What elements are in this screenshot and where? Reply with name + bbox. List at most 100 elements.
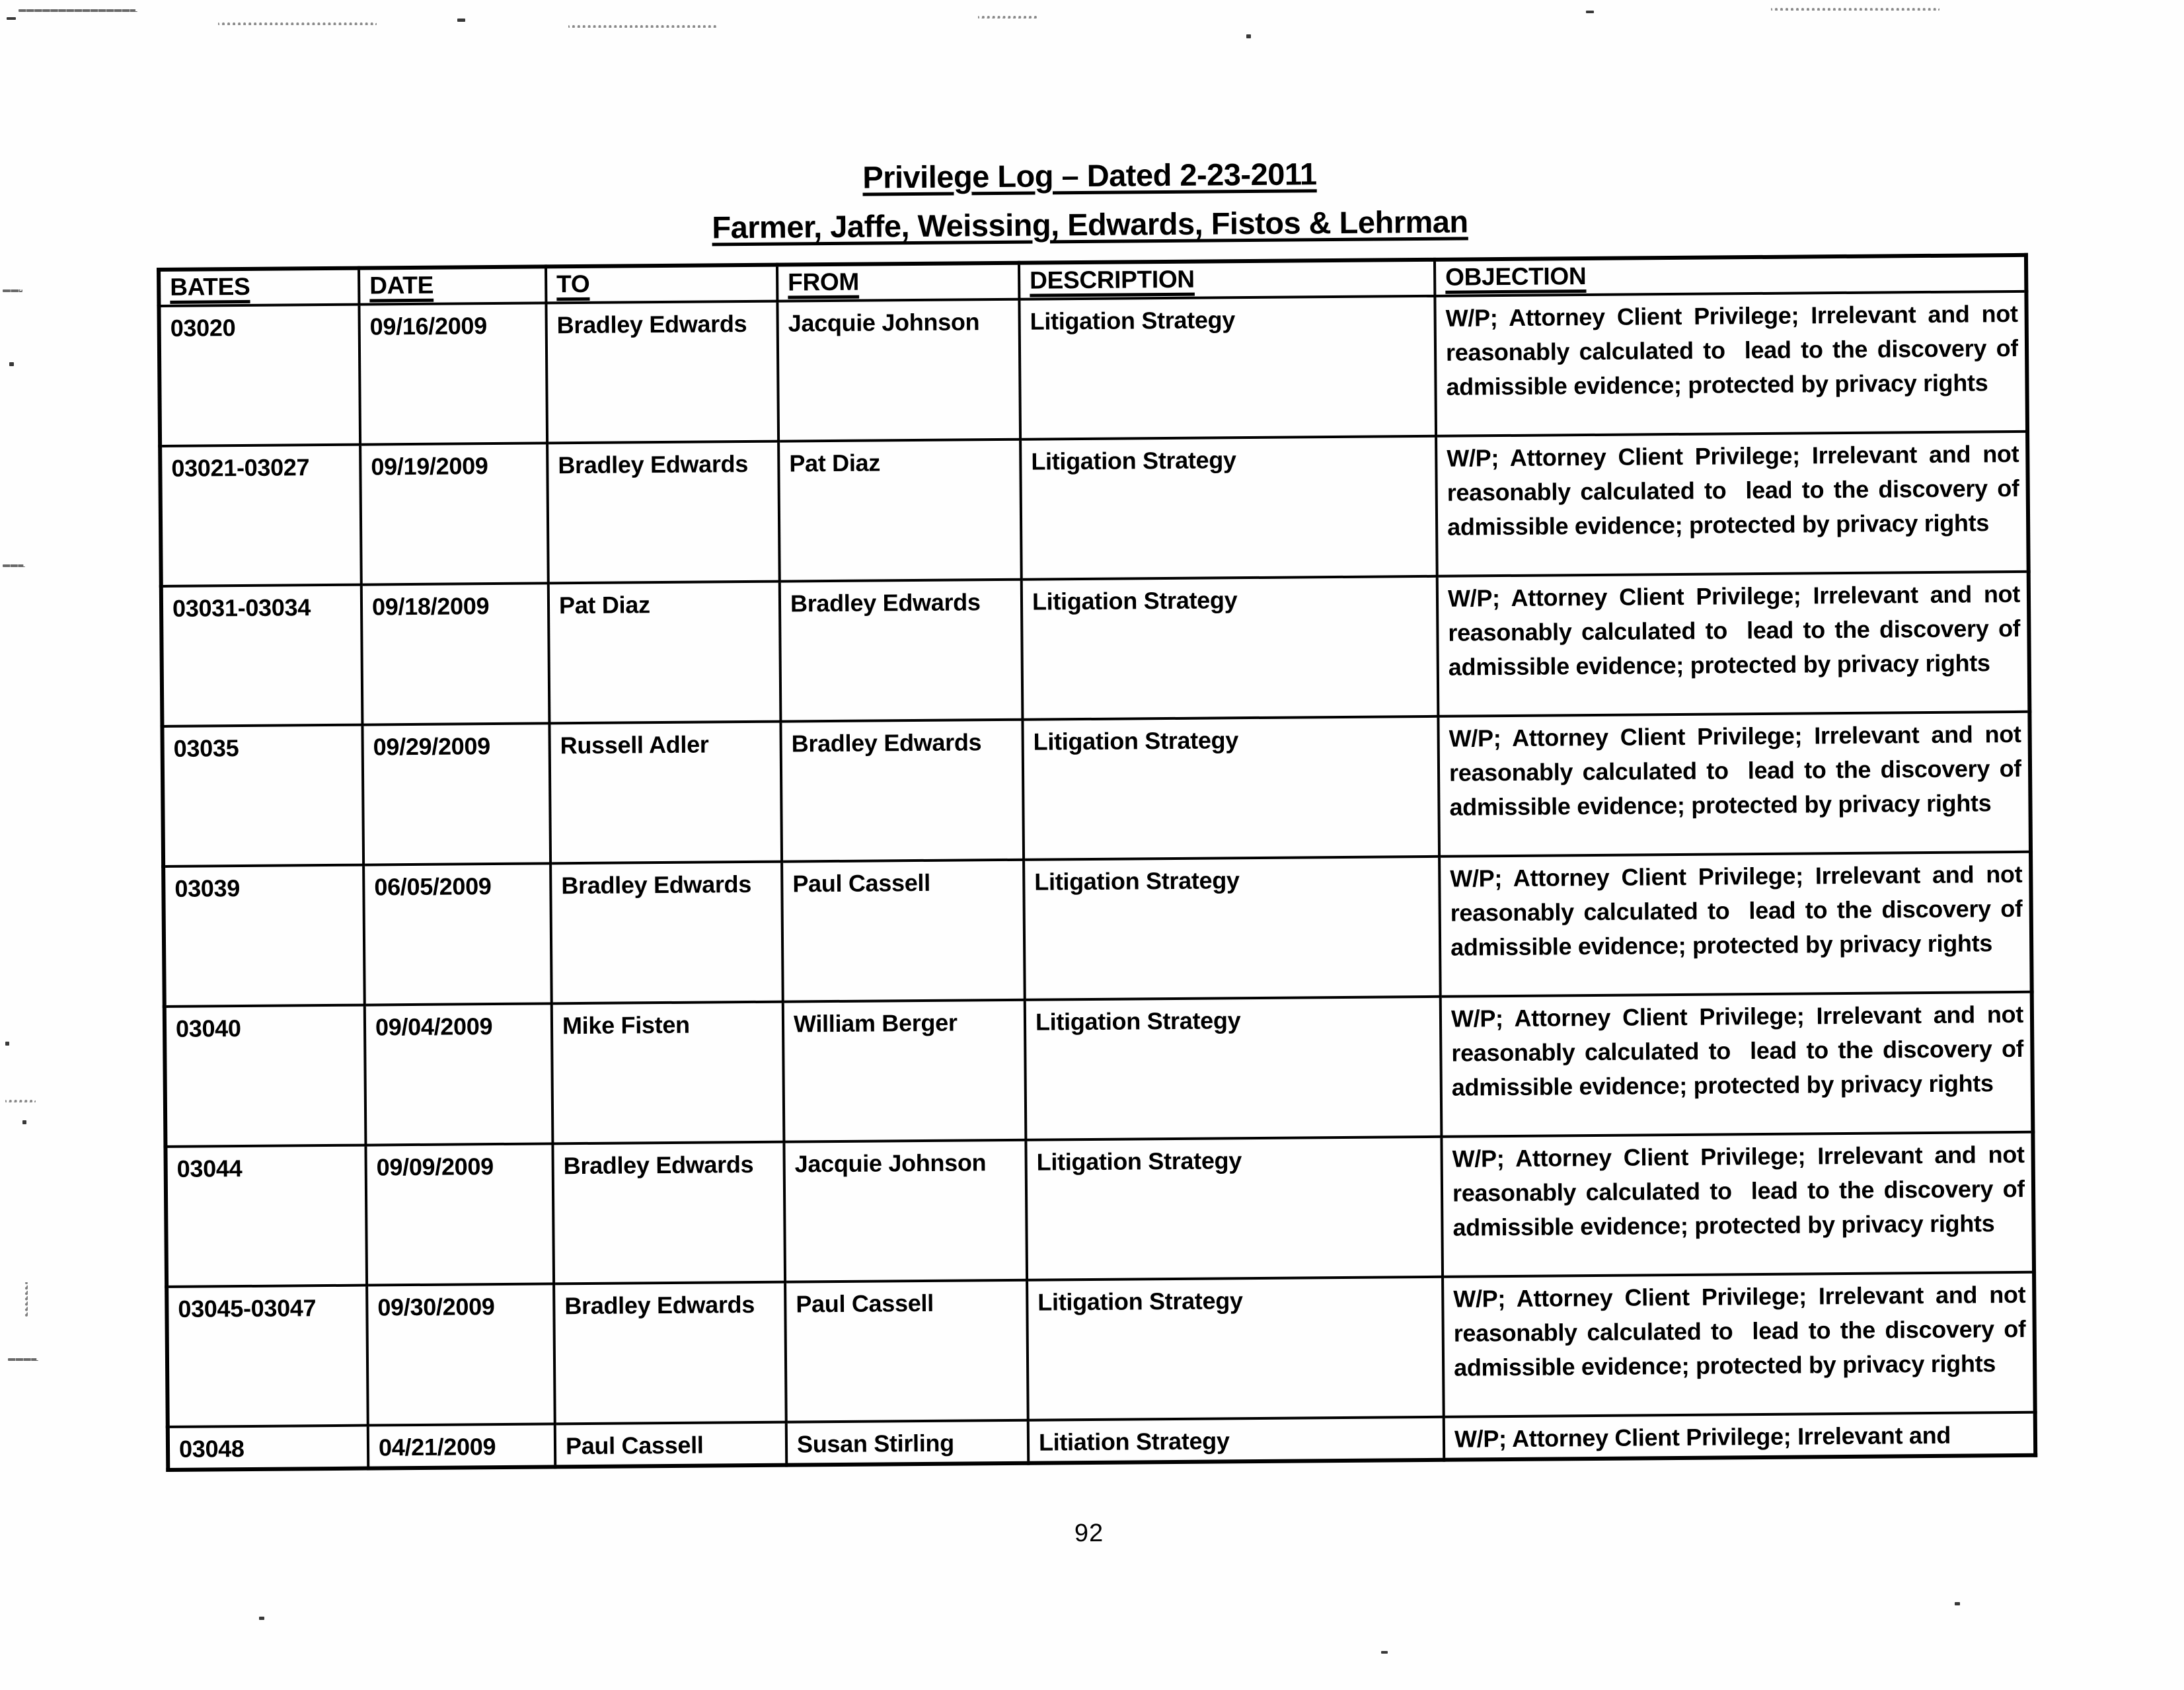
table-body: 03020 09/16/2009 Bradley Edwards Jacquie Jo… [159,291,2036,1470]
cell-text: W/P; Attorney Client Privilege; Irreleva… [1452,1140,2025,1241]
cell-text: 09/29/2009 [373,732,491,761]
cell-date: 09/18/2009 [361,583,550,725]
cell-text: Bradley Edwards [558,450,749,479]
cell-text: W/P; Attorney Client Privilege; Irreleva… [1453,1280,2026,1381]
cell-text: 03040 [175,1015,241,1042]
cell-text: W/P; Attorney Client Privilege; Irreleva… [1454,1421,1951,1453]
cell-text: Litigation Strategy [1034,866,1240,896]
cell-to: Bradley Edwards [547,441,780,584]
cell-description: Litigation Strategy [1027,1276,1444,1420]
cell-text: 09/30/2009 [377,1293,495,1321]
cell-to: Bradley Edwards [552,1141,786,1284]
table-row: 03020 09/16/2009 Bradley Edwards Jacquie Jo… [159,291,2028,446]
cell-bates: 03031-03034 [161,584,363,726]
scan-artifact [8,1358,38,1361]
cell-from: Bradley Edwards [780,719,1024,862]
cell-objection: W/P; Attorney Client Privilege; Irreleva… [1443,1272,2035,1417]
column-header-objection: OBJECTION [1434,254,2027,296]
table-row: 03040 09/04/2009 Mike Fisten William Berger… [164,991,2033,1147]
cell-to: Mike Fisten [551,1001,784,1144]
cell-text: Litigation Strategy [1030,306,1236,335]
cell-description: Litigation Strategy [1021,576,1439,720]
cell-text: 06/05/2009 [374,872,492,901]
scan-artifact [218,22,377,25]
table-row: 03021-03027 09/19/2009 Bradley Edwards Pat … [160,431,2029,586]
cell-text: Paul Cassell [565,1431,704,1460]
scan-artifact [1246,34,1251,38]
cell-date: 09/30/2009 [367,1284,555,1426]
table-row: 03045-03047 09/30/2009 Bradley Edwards Paul… [167,1272,2035,1427]
table-row: 03044 09/09/2009 Bradley Edwards Jacquie Jo… [165,1132,2035,1287]
scan-artifact [3,564,25,567]
cell-text: Bradley Edwards [563,1150,754,1180]
cell-description: Litigation Strategy [1024,856,1441,1000]
cell-to: Bradley Edwards [550,861,783,1004]
cell-text: Bradley Edwards [790,588,981,617]
cell-from: Paul Cassell [782,859,1025,1002]
cell-text: W/P; Attorney Client Privilege; Irreleva… [1447,440,2019,541]
cell-from: William Berger [782,999,1026,1142]
cell-date: 04/21/2009 [367,1424,556,1469]
cell-text: Litigation Strategy [1036,1147,1242,1176]
cell-description: Litigation Strategy [1024,996,1442,1140]
cell-date: 06/05/2009 [363,863,552,1005]
cell-text: Paul Cassell [792,868,931,898]
column-header-bates: BATES [159,268,359,306]
cell-objection: W/P; Attorney Client Privilege; Irreleva… [1436,431,2029,576]
cell-text: W/P; Attorney Client Privilege; Irreleva… [1450,1000,2024,1101]
column-header-to: TO [546,264,778,303]
cell-text: W/P; Attorney Client Privilege; Irreleva… [1449,720,2022,821]
scan-artifact [1771,8,1939,11]
cell-text: William Berger [793,1009,958,1038]
cell-text: Bradley Edwards [556,310,747,339]
cell-objection: W/P; Attorney Client Privilege; Irreleva… [1440,991,2033,1137]
scan-artifact [978,16,1037,19]
column-header-description: DESCRIPTION [1018,259,1435,299]
cell-date: 09/04/2009 [364,1003,553,1145]
cell-from: Jacquie Johnson [777,299,1021,442]
cell-objection: W/P; Attorney Client Privilege; Irreleva… [1443,1412,2036,1460]
cell-text: 09/19/2009 [371,452,488,480]
cell-objection: W/P; Attorney Client Privilege; Irreleva… [1441,1132,2035,1277]
cell-text: Susan Stirling [796,1429,955,1458]
cell-from: Pat Diaz [778,439,1022,582]
cell-date: 09/29/2009 [362,723,551,865]
cell-text: W/P; Attorney Client Privilege; Irreleva… [1447,580,2021,681]
cell-text: Russell Adler [560,730,709,759]
table-row: 03039 06/05/2009 Bradley Edwards Paul Casse… [163,851,2032,1007]
cell-text: 03048 [178,1435,245,1463]
cell-bates: 03035 [162,724,364,866]
cell-to: Paul Cassell [554,1422,787,1467]
cell-text: Bradley Edwards [561,870,752,900]
privilege-log-table: BATES DATE TO FROM DESCRIPTION OBJECTION… [157,252,2038,1472]
cell-description: Litigation Strategy [1020,436,1437,580]
cell-text: Pat Diaz [789,449,881,477]
cell-objection: W/P; Attorney Client Privilege; Irreleva… [1439,851,2032,997]
cell-description: Litigation Strategy [1019,295,1437,440]
page-title: Privilege Log – Dated 2-23-2011 [862,156,1317,195]
cell-objection: W/P; Attorney Client Privilege; Irreleva… [1435,291,2028,436]
cell-text: 03045-03047 [178,1294,317,1323]
cell-text: 03020 [170,314,236,342]
cell-text: Bradley Edwards [564,1290,755,1320]
scan-artifact [259,1617,264,1620]
page-number: 92 [1074,1519,1104,1548]
cell-date: 09/19/2009 [360,443,548,585]
scan-artifact [7,17,16,20]
cell-text: Litigation Strategy [1035,1007,1241,1036]
cell-date: 09/09/2009 [365,1143,554,1286]
cell-text: 09/16/2009 [369,312,488,340]
scan-artifact [25,1282,28,1317]
cell-bates: 03044 [165,1145,367,1287]
cell-date: 09/16/2009 [359,303,548,445]
cell-bates: 03039 [163,864,365,1007]
cell-description: Litiation Strategy [1028,1416,1445,1463]
cell-bates: 03040 [164,1005,366,1147]
cell-text: 03031-03034 [172,594,311,622]
scan-artifact [1381,1651,1388,1654]
scan-artifact [1955,1602,1960,1605]
cell-text: 03035 [173,734,239,762]
cell-text: Mike Fisten [562,1011,690,1040]
